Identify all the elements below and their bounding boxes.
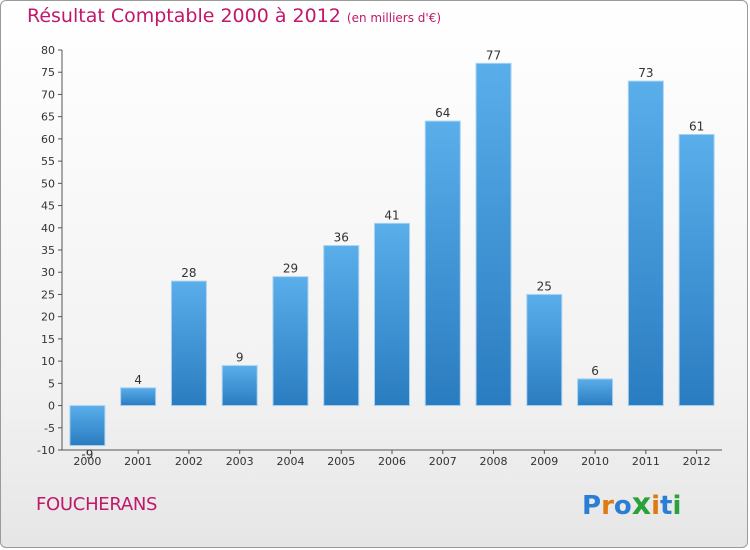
x-tick-label: 2001 — [124, 455, 152, 468]
y-tick-label: 25 — [41, 288, 55, 301]
bar-2003 — [221, 365, 258, 407]
bar-2005 — [323, 245, 360, 407]
data-label-2009: 25 — [537, 279, 552, 293]
y-tick-label: 0 — [48, 400, 55, 413]
logo-letter: x — [631, 487, 652, 522]
y-tick-label: -10 — [37, 444, 55, 457]
y-tick-label: 55 — [41, 155, 55, 168]
bar-2009 — [526, 293, 563, 407]
y-tick-label: 75 — [41, 66, 55, 79]
chart-title-text: Résultat Comptable 2000 à 2012 — [27, 5, 341, 27]
data-label-2000: -9 — [81, 448, 93, 462]
y-tick-label: 45 — [41, 200, 55, 213]
commune-name: FOUCHERANS — [36, 494, 158, 515]
y-tick-label: 15 — [41, 333, 55, 346]
chart-subtitle: (en milliers d'€) — [346, 11, 442, 25]
y-tick-label: 20 — [41, 311, 55, 324]
proxiti-logo: Proxiti — [582, 487, 681, 522]
data-label-2006: 41 — [384, 208, 399, 222]
data-label-2002: 28 — [181, 266, 196, 280]
data-label-2007: 64 — [435, 106, 450, 120]
bar-2010 — [577, 378, 614, 407]
data-label-2005: 36 — [334, 231, 349, 245]
x-tick-label: 2000 — [73, 455, 101, 468]
chart-title: Résultat Comptable 2000 à 2012 (en millie… — [27, 5, 441, 27]
bar-2007 — [424, 120, 461, 407]
bar-2011 — [627, 80, 664, 407]
y-tick-label: 30 — [41, 266, 55, 279]
logo-letter: i — [651, 491, 661, 521]
data-label-2008: 77 — [486, 48, 501, 62]
data-label-2001: 4 — [134, 373, 142, 387]
x-tick-label: 2003 — [226, 455, 254, 468]
x-tick-label: 2002 — [175, 455, 203, 468]
bar-2012 — [678, 133, 715, 407]
y-tick-label: 70 — [41, 88, 55, 101]
logo-letter: r — [601, 491, 614, 521]
logo-letter: t — [660, 491, 673, 521]
logo-letter: P — [582, 491, 602, 521]
y-tick-label: -5 — [44, 422, 55, 435]
bar-2006 — [374, 222, 410, 407]
data-label-2011: 73 — [638, 66, 653, 80]
bar-2000 — [69, 405, 106, 447]
y-tick-label: 10 — [41, 355, 55, 368]
logo-letter: o — [613, 491, 632, 521]
x-tick-label: 2012 — [683, 455, 711, 468]
x-tick-label: 2011 — [632, 455, 660, 468]
y-tick-label: 5 — [48, 377, 55, 390]
x-tick-label: 2009 — [530, 455, 558, 468]
bar-2001 — [120, 387, 157, 407]
y-tick-label: 50 — [41, 177, 55, 190]
bar-2004 — [272, 276, 309, 407]
y-tick-label: 80 — [41, 44, 55, 57]
x-tick-label: 2007 — [429, 455, 457, 468]
y-tick-label: 40 — [41, 222, 55, 235]
x-tick-label: 2010 — [581, 455, 609, 468]
bar-2008 — [475, 62, 512, 407]
x-tick-label: 2004 — [276, 455, 304, 468]
y-tick-label: 60 — [41, 133, 55, 146]
y-tick-label: 35 — [41, 244, 55, 257]
data-label-2004: 29 — [283, 262, 298, 276]
y-tick-label: 65 — [41, 111, 55, 124]
logo-letter: i — [672, 491, 682, 521]
data-label-2012: 61 — [689, 119, 704, 133]
data-label-2003: 9 — [236, 351, 244, 365]
x-tick-label: 2008 — [480, 455, 508, 468]
data-label-2010: 6 — [591, 364, 599, 378]
bar-2002 — [170, 280, 207, 407]
x-tick-label: 2005 — [327, 455, 355, 468]
x-tick-label: 2006 — [378, 455, 406, 468]
